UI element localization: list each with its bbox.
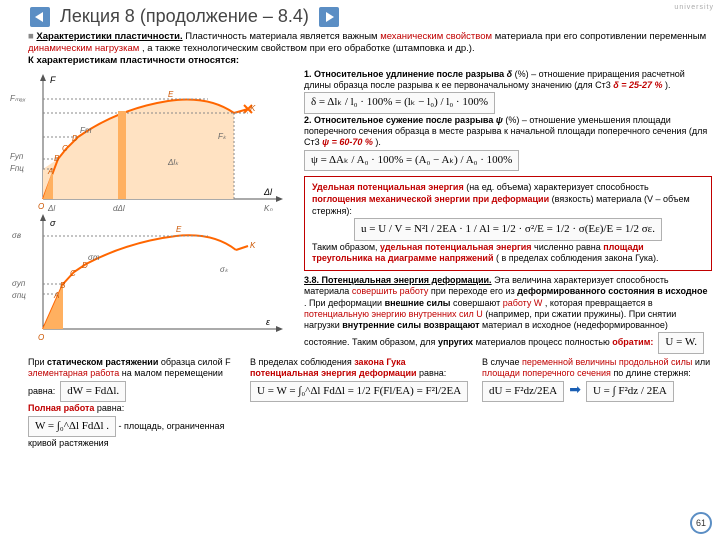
logo: university [674, 4, 714, 11]
svg-text:F: F [50, 75, 56, 85]
svg-text:ε: ε [266, 317, 271, 327]
svg-text:σуп: σуп [12, 279, 26, 288]
svg-text:A: A [53, 291, 59, 300]
svg-text:dΔl: dΔl [113, 204, 125, 213]
svg-text:C: C [70, 269, 76, 278]
svg-text:Fₘₐₓ: Fₘₐₓ [10, 94, 26, 103]
right-column: 1. Относительное удлинение после разрыва… [304, 69, 712, 355]
specific-energy-box: Удельная потенциальная энергия (на ед. о… [304, 176, 712, 271]
page-number: 61 [690, 512, 712, 534]
nav-next-button[interactable] [319, 7, 339, 27]
uw-formula: U = W. [658, 332, 704, 354]
svg-text:B: B [60, 281, 66, 290]
charts-column: O A B C D E K F Δl Fₘₐₓ Fуп Fпц Fт Fₖ Δl… [8, 69, 298, 355]
svg-text:O: O [38, 202, 44, 211]
stress-strain-chart: O A B C D E K σ ε σв σуп σпц σт σₖ [8, 214, 288, 344]
svg-text:D: D [72, 134, 78, 143]
nav-prev-button[interactable] [30, 7, 50, 27]
lecture-title: Лекция 8 (продолжение – 8.4) [60, 6, 309, 27]
intro-paragraph: Характеристики пластичности. Пластичност… [0, 29, 720, 69]
svg-text:σ: σ [50, 218, 56, 228]
svg-text:B: B [54, 154, 60, 163]
svg-text:D: D [82, 261, 88, 270]
u-sequence: U = W = ∫₀^Δl FdΔl = 1/2 F(Fl/EA) = F²l/… [250, 381, 468, 403]
delta-formula: δ = Δlₖ / l₀ · 100% = (lₖ − l₀) / l₀ · 1… [304, 92, 495, 114]
svg-text:Kₙ: Kₙ [264, 204, 273, 213]
top-bar: Лекция 8 (продолжение – 8.4) [0, 0, 720, 29]
svg-text:σₖ: σₖ [220, 265, 229, 274]
bottom-mid: В пределах соблюдения закона Гука потенц… [250, 357, 470, 403]
svg-text:K: K [250, 104, 256, 113]
svg-text:Fт: Fт [80, 126, 92, 135]
svg-text:Δl: Δl [47, 204, 55, 213]
svg-text:Fₖ: Fₖ [218, 132, 227, 141]
u-final: U = ∫ F²dz / 2EA [586, 381, 674, 403]
svg-text:Δl: Δl [263, 187, 273, 197]
svg-text:σпц: σпц [12, 291, 26, 300]
svg-text:O: O [38, 333, 44, 342]
w-integral: W = ∫₀^Δl FdΔl . [28, 416, 116, 438]
svg-text:K: K [250, 241, 256, 250]
svg-text:Fуп: Fуп [10, 152, 24, 161]
svg-text:Fпц: Fпц [10, 164, 24, 173]
du-formula: dU = F²dz/2EA [482, 381, 564, 403]
svg-text:Δlₖ: Δlₖ [167, 158, 179, 167]
svg-text:E: E [176, 225, 182, 234]
svg-text:A: A [47, 167, 53, 176]
svg-text:C: C [62, 144, 68, 153]
dw-formula: dW = FdΔl. [60, 381, 126, 403]
arrow-icon: ➡ [569, 381, 581, 397]
svg-text:σт: σт [88, 253, 100, 262]
u-formula: u = U / V = N²l / 2EA · 1 / Al = 1/2 · σ… [354, 218, 662, 240]
intro-lead: Характеристики пластичности. [36, 31, 182, 42]
svg-text:σв: σв [12, 231, 21, 240]
svg-text:E: E [168, 90, 174, 99]
bottom-section: При статическом растяжении образца силой… [0, 355, 720, 454]
psi-formula: ψ = ΔAₖ / A₀ · 100% = (A₀ − Aₖ) / A₀ · 1… [304, 150, 519, 172]
bottom-left: При статическом растяжении образца силой… [28, 357, 238, 450]
force-elongation-chart: O A B C D E K F Δl Fₘₐₓ Fуп Fпц Fт Fₖ Δl… [8, 69, 288, 214]
bottom-right: В случае переменной величины продольной … [482, 357, 712, 403]
